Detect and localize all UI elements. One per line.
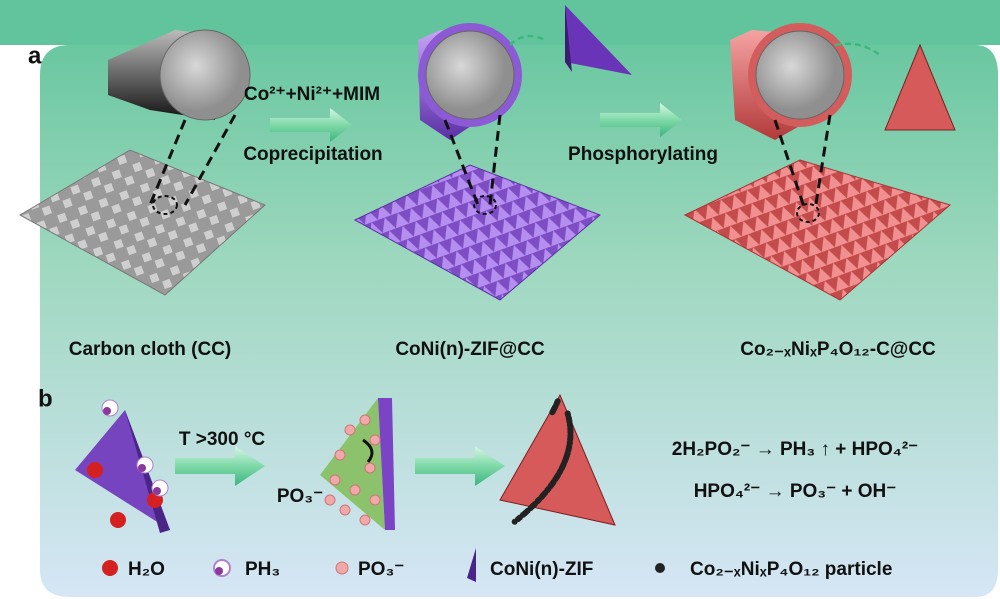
particle (535, 496, 542, 503)
panel-a-graphics (18, 5, 956, 301)
particle (550, 406, 557, 413)
legend-label: PO₃⁻ (358, 559, 404, 580)
caption: Carbon cloth (CC) (69, 339, 232, 360)
legend-label: H₂O (128, 559, 165, 580)
particle (329, 474, 341, 486)
particle (559, 463, 566, 470)
particle (545, 485, 552, 492)
particle (565, 446, 572, 453)
particle (359, 514, 371, 526)
particle (339, 504, 351, 516)
legend-label: CoNi(n)-ZIF (490, 559, 593, 580)
particle (369, 434, 381, 446)
particle (364, 462, 376, 474)
reagents: Co²⁺+Ni²⁺+MIM (244, 84, 380, 105)
legend-label: Co₂₋ₓNiₓP₄O₁₂ particle (690, 559, 892, 580)
caption: CoNi(n)-ZIF@CC (395, 339, 545, 360)
panel-label: a (28, 42, 42, 69)
particle (103, 407, 111, 415)
particle (521, 510, 528, 517)
caption: Co₂₋ₓNiₓP₄O₁₂-C@CC (740, 339, 936, 360)
panel-label: b (38, 385, 53, 412)
particle (529, 503, 536, 510)
particle (334, 449, 346, 461)
equation: 2H₂PO₂⁻ → PH₃ ↑ + HPO₄²⁻ (672, 439, 918, 460)
step-label: Phosphorylating (568, 144, 718, 165)
particle (324, 494, 336, 506)
panel-b-graphics (75, 393, 616, 533)
particle (511, 518, 518, 525)
particle (87, 462, 103, 478)
particle (349, 484, 361, 496)
equation: HPO₄²⁻ → PO₃⁻ + OH⁻ (694, 481, 897, 502)
particle (554, 399, 561, 406)
legend-icons (102, 548, 665, 582)
particle (567, 435, 574, 442)
particle (566, 417, 573, 424)
particle (516, 514, 523, 521)
particle (567, 428, 574, 435)
ion-label: PO₃⁻ (277, 486, 323, 507)
particle (369, 494, 381, 506)
particle (564, 410, 571, 417)
particle (344, 424, 356, 436)
particle (539, 492, 546, 499)
particle (553, 474, 560, 481)
step-label: Coprecipitation (243, 144, 382, 165)
particle (153, 487, 161, 495)
particle (359, 414, 371, 426)
particle (110, 512, 126, 528)
particle (138, 464, 146, 472)
legend-label: PH₃ (245, 559, 280, 580)
particle (548, 481, 555, 488)
particle (563, 452, 570, 459)
condition: T >300 °C (179, 429, 266, 450)
